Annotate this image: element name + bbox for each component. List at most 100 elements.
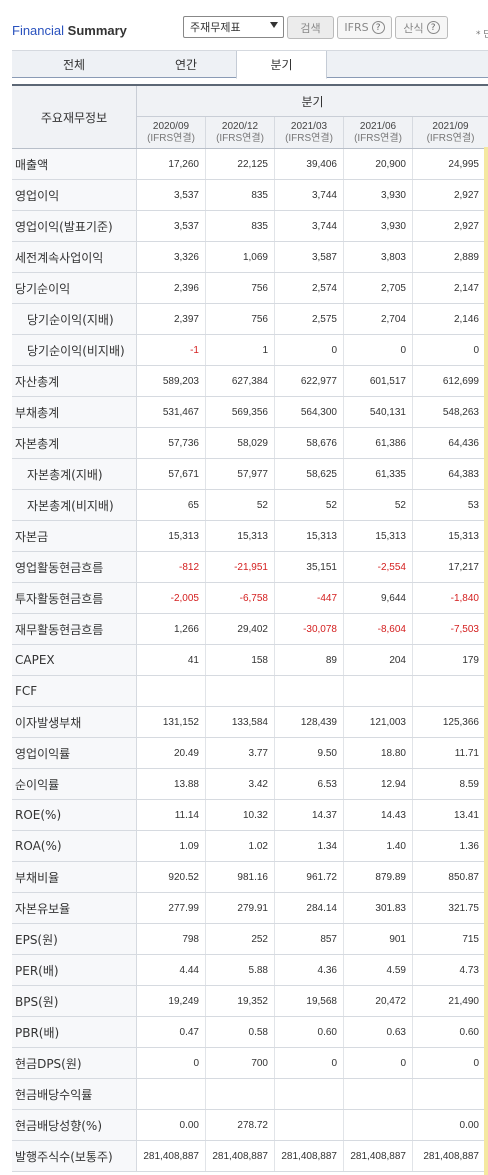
unit-note: * 단 <box>476 30 488 40</box>
table-row: 자본금 15,313 15,313 15,313 15,313 15,313 <box>12 521 488 552</box>
table-cell: 700 <box>206 1048 275 1078</box>
row-label: PER(배) <box>12 955 137 985</box>
table-cell: 0 <box>473 1057 479 1069</box>
row-label: 부채비율 <box>12 862 137 892</box>
tab-annual[interactable]: 연간 <box>174 58 198 72</box>
table-cell: 0 <box>275 1048 344 1078</box>
formula-help-button[interactable]: 산식 ? <box>395 16 448 39</box>
table-cell: 756 <box>206 273 275 303</box>
table-cell: -2,554 <box>344 552 413 582</box>
period-header: 2021/03 (IFRS연결) <box>275 117 344 148</box>
row-label: 영업이익(발표기준) <box>12 211 137 241</box>
table-cell: 0.60 <box>275 1017 344 1047</box>
row-label: PBR(배) <box>12 1017 137 1047</box>
table-cell: 2,927 <box>453 189 479 201</box>
row-label: 당기순이익(지배) <box>12 304 137 334</box>
table-cell: 3.77 <box>206 738 275 768</box>
table-cell: 281,408,887 <box>344 1141 413 1171</box>
table-cell: 961.72 <box>275 862 344 892</box>
table-row: 자산총계 589,203 627,384 622,977 601,517 612,699 <box>12 366 488 397</box>
table-cell: 131,152 <box>137 707 206 737</box>
row-label: 당기순이익 <box>12 273 137 303</box>
table-cell: 0 <box>344 1048 413 1078</box>
table-cell: 1.40 <box>344 831 413 861</box>
row-label: BPS(원) <box>12 986 137 1016</box>
table-cell: 57,977 <box>206 459 275 489</box>
table-cell: 798 <box>137 924 206 954</box>
table-cell: 2,704 <box>344 304 413 334</box>
table-cell: 9.50 <box>275 738 344 768</box>
table-cell: 17,260 <box>137 149 206 179</box>
row-label: 자본총계 <box>12 428 137 458</box>
table-cell: 133,584 <box>206 707 275 737</box>
table-cell: 3.42 <box>206 769 275 799</box>
table-cell: 3,744 <box>275 180 344 210</box>
table-cell: 2,575 <box>275 304 344 334</box>
tab-all[interactable]: 전체 <box>62 58 86 72</box>
table-cell: 2,889 <box>453 251 479 263</box>
table-cell: 9,644 <box>344 583 413 613</box>
table-cell: 52 <box>275 490 344 520</box>
table-cell <box>344 1110 413 1140</box>
table-cell: 1.09 <box>137 831 206 861</box>
table-cell: 281,408,887 <box>275 1141 344 1171</box>
table-cell: 278.72 <box>206 1110 275 1140</box>
table-cell: 13.41 <box>453 809 479 821</box>
table-cell: 12.94 <box>344 769 413 799</box>
table-cell: 4.59 <box>344 955 413 985</box>
table-cell: 4.44 <box>137 955 206 985</box>
period-headers: 2020/09 (IFRS연결) 2020/12 (IFRS연결) 2021/03(… <box>137 117 488 148</box>
ifrs-help-button[interactable]: IFRS ? <box>337 16 392 39</box>
table-cell <box>137 676 206 706</box>
table-cell: -21,951 <box>206 552 275 582</box>
table-cell: 20.49 <box>137 738 206 768</box>
row-label: 매출액 <box>12 149 137 179</box>
table-cell: 8.59 <box>459 778 479 790</box>
row-label: 현금배당수익률 <box>12 1079 137 1109</box>
table-cell: 15,313 <box>344 521 413 551</box>
table-cell: 15,313 <box>275 521 344 551</box>
row-label: 이자발생부채 <box>12 707 137 737</box>
table-cell: -30,078 <box>275 614 344 644</box>
table-cell: 3,930 <box>344 180 413 210</box>
table-cell <box>413 676 488 706</box>
table-cell: 2,574 <box>275 273 344 303</box>
period-label: 2021/06 <box>359 120 397 132</box>
table-cell: 15,313 <box>137 521 206 551</box>
table-cell: 2,705 <box>344 273 413 303</box>
table-row: 영업이익 3,537 835 3,744 3,930 2,927 <box>12 180 488 211</box>
period-header: 2021/09 (IFRS연결) <box>413 117 488 148</box>
basis-label: (IFRS연결) <box>426 132 475 144</box>
table-row: ROE(%) 11.14 10.32 14.37 14.43 13.41 <box>12 800 488 831</box>
table-cell: 0.58 <box>206 1017 275 1047</box>
table-cell <box>137 1079 206 1109</box>
period-label: 2021/09 <box>432 120 469 132</box>
search-button[interactable]: 검색 <box>287 16 334 39</box>
table-row: 투자활동현금흐름 -2,005 -6,758 -447 9,644 -1,840 <box>12 583 488 614</box>
table-row: PER(배) 4.44 5.88 4.36 4.59 4.73 <box>12 955 488 986</box>
table-cell: 622,977 <box>275 366 344 396</box>
table-row: 당기순이익(비지배) -1 1 0 0 0 <box>12 335 488 366</box>
table-cell: 29,402 <box>206 614 275 644</box>
table-cell: -447 <box>275 583 344 613</box>
table-row: BPS(원) 19,249 19,352 19,568 20,472 21,490 <box>12 986 488 1017</box>
table-cell: 1.34 <box>275 831 344 861</box>
row-label: 부채총계 <box>12 397 137 427</box>
row-label: ROE(%) <box>12 800 137 830</box>
table-cell: 3,744 <box>275 211 344 241</box>
table-cell: 0 <box>344 335 413 365</box>
table-cell: 10.32 <box>206 800 275 830</box>
statement-type-select[interactable]: 주재무제표 <box>183 16 284 38</box>
tab-quarterly[interactable]: 분기 <box>236 51 327 79</box>
table-cell: 715 <box>462 933 479 945</box>
table-row: 영업활동현금흐름 -812 -21,951 35,151 -2,554 17,217 <box>12 552 488 583</box>
table-cell: 281,408,887 <box>137 1141 206 1171</box>
table-cell <box>344 676 413 706</box>
table-row: 이자발생부채 131,152 133,584 128,439 121,003 125,36… <box>12 707 488 738</box>
table-cell: 5.88 <box>206 955 275 985</box>
table-row: 현금배당수익률 <box>12 1079 488 1110</box>
table-cell: 2,146 <box>453 313 479 325</box>
table-row: 재무활동현금흐름 1,266 29,402 -30,078 -8,604 -7,503 <box>12 614 488 645</box>
table-cell: 1.02 <box>206 831 275 861</box>
row-label: 영업이익률 <box>12 738 137 768</box>
